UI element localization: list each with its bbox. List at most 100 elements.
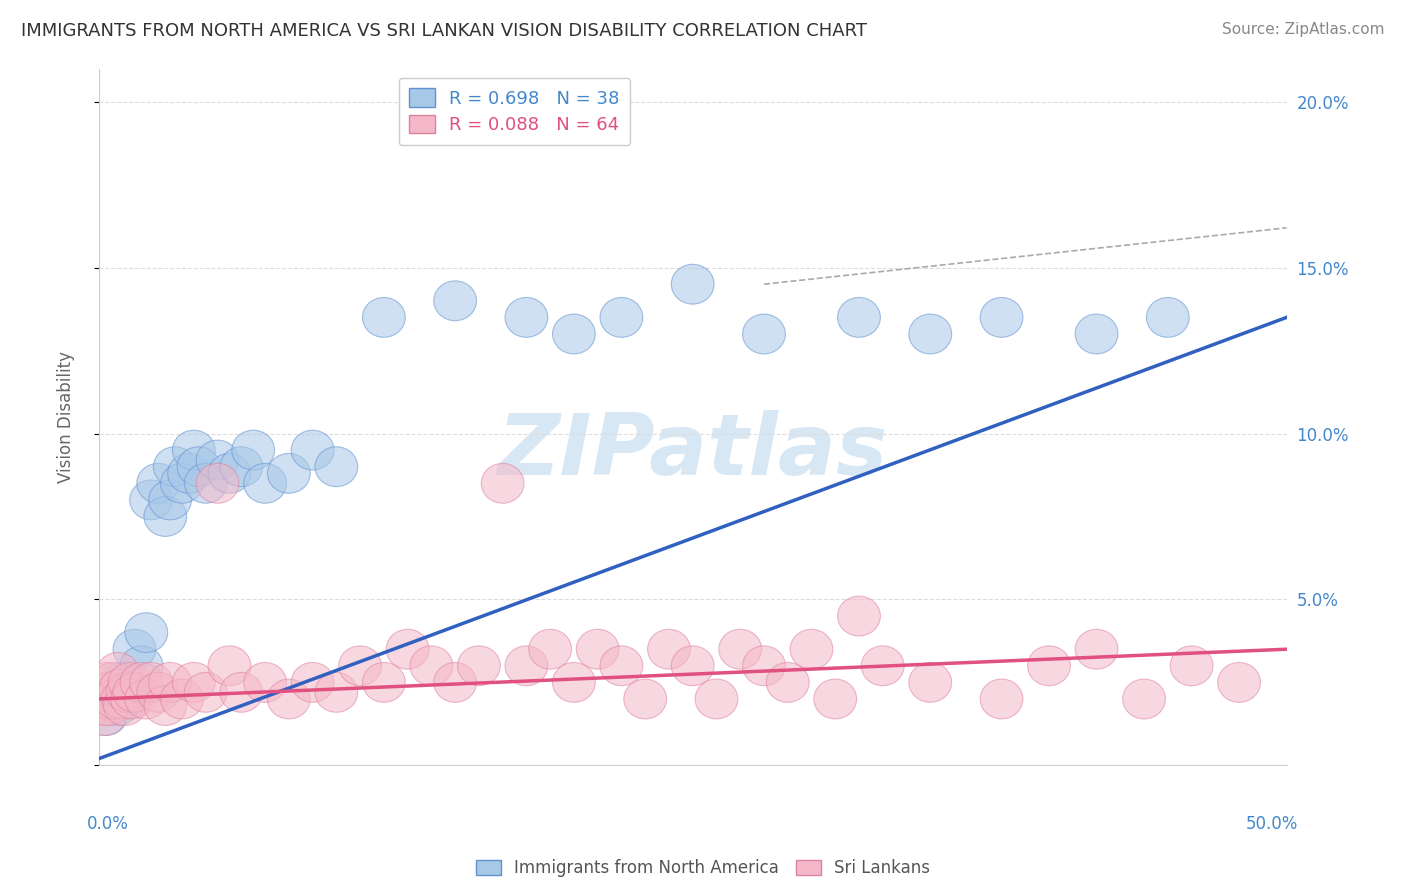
Ellipse shape <box>98 669 142 709</box>
Ellipse shape <box>838 596 880 636</box>
Ellipse shape <box>505 297 548 337</box>
Ellipse shape <box>90 673 132 712</box>
Legend: Immigrants from North America, Sri Lankans: Immigrants from North America, Sri Lanka… <box>470 853 936 884</box>
Ellipse shape <box>980 679 1024 719</box>
Text: 0.0%: 0.0% <box>87 815 129 833</box>
Text: 50.0%: 50.0% <box>1246 815 1299 833</box>
Ellipse shape <box>104 686 146 725</box>
Ellipse shape <box>529 629 571 669</box>
Ellipse shape <box>136 673 180 712</box>
Ellipse shape <box>576 629 619 669</box>
Ellipse shape <box>267 453 311 493</box>
Ellipse shape <box>1170 646 1213 686</box>
Ellipse shape <box>184 673 228 712</box>
Ellipse shape <box>434 663 477 702</box>
Ellipse shape <box>86 679 128 719</box>
Ellipse shape <box>84 663 128 702</box>
Ellipse shape <box>267 679 311 719</box>
Ellipse shape <box>160 463 204 503</box>
Ellipse shape <box>980 297 1024 337</box>
Ellipse shape <box>219 673 263 712</box>
Ellipse shape <box>153 447 197 487</box>
Ellipse shape <box>232 430 274 470</box>
Ellipse shape <box>1076 314 1118 354</box>
Ellipse shape <box>790 629 832 669</box>
Ellipse shape <box>101 663 143 702</box>
Ellipse shape <box>129 663 173 702</box>
Ellipse shape <box>411 646 453 686</box>
Ellipse shape <box>94 679 136 719</box>
Ellipse shape <box>695 679 738 719</box>
Ellipse shape <box>83 696 127 736</box>
Ellipse shape <box>149 663 191 702</box>
Ellipse shape <box>766 663 808 702</box>
Ellipse shape <box>197 440 239 480</box>
Text: ZIPatlas: ZIPatlas <box>498 410 887 493</box>
Ellipse shape <box>105 673 149 712</box>
Ellipse shape <box>908 663 952 702</box>
Ellipse shape <box>80 679 122 719</box>
Ellipse shape <box>671 646 714 686</box>
Ellipse shape <box>177 447 219 487</box>
Ellipse shape <box>208 453 250 493</box>
Ellipse shape <box>82 673 125 712</box>
Ellipse shape <box>315 673 357 712</box>
Ellipse shape <box>160 679 204 719</box>
Ellipse shape <box>457 646 501 686</box>
Ellipse shape <box>1146 297 1189 337</box>
Ellipse shape <box>553 663 595 702</box>
Ellipse shape <box>90 679 132 719</box>
Ellipse shape <box>184 463 228 503</box>
Ellipse shape <box>91 663 135 702</box>
Ellipse shape <box>600 646 643 686</box>
Ellipse shape <box>363 663 405 702</box>
Ellipse shape <box>105 679 149 719</box>
Ellipse shape <box>363 297 405 337</box>
Ellipse shape <box>387 629 429 669</box>
Ellipse shape <box>742 646 786 686</box>
Ellipse shape <box>481 463 524 503</box>
Legend: R = 0.698   N = 38, R = 0.088   N = 64: R = 0.698 N = 38, R = 0.088 N = 64 <box>399 78 630 145</box>
Ellipse shape <box>1028 646 1070 686</box>
Ellipse shape <box>219 447 263 487</box>
Ellipse shape <box>136 463 180 503</box>
Ellipse shape <box>129 480 173 520</box>
Ellipse shape <box>600 297 643 337</box>
Ellipse shape <box>125 613 167 653</box>
Text: IMMIGRANTS FROM NORTH AMERICA VS SRI LANKAN VISION DISABILITY CORRELATION CHART: IMMIGRANTS FROM NORTH AMERICA VS SRI LAN… <box>21 22 868 40</box>
Y-axis label: Vision Disability: Vision Disability <box>58 351 75 483</box>
Ellipse shape <box>624 679 666 719</box>
Ellipse shape <box>291 663 335 702</box>
Ellipse shape <box>291 430 335 470</box>
Ellipse shape <box>814 679 856 719</box>
Ellipse shape <box>243 663 287 702</box>
Ellipse shape <box>143 497 187 536</box>
Ellipse shape <box>243 463 287 503</box>
Ellipse shape <box>97 686 139 725</box>
Ellipse shape <box>173 430 215 470</box>
Ellipse shape <box>101 679 143 719</box>
Ellipse shape <box>742 314 786 354</box>
Ellipse shape <box>143 686 187 725</box>
Ellipse shape <box>1076 629 1118 669</box>
Ellipse shape <box>120 663 163 702</box>
Ellipse shape <box>112 673 156 712</box>
Ellipse shape <box>553 314 595 354</box>
Ellipse shape <box>125 679 167 719</box>
Ellipse shape <box>97 653 139 692</box>
Ellipse shape <box>111 679 153 719</box>
Ellipse shape <box>82 686 124 725</box>
Ellipse shape <box>149 480 191 520</box>
Text: Source: ZipAtlas.com: Source: ZipAtlas.com <box>1222 22 1385 37</box>
Ellipse shape <box>908 314 952 354</box>
Ellipse shape <box>1122 679 1166 719</box>
Ellipse shape <box>315 447 357 487</box>
Ellipse shape <box>838 297 880 337</box>
Ellipse shape <box>1218 663 1260 702</box>
Ellipse shape <box>167 453 211 493</box>
Ellipse shape <box>862 646 904 686</box>
Ellipse shape <box>208 646 250 686</box>
Ellipse shape <box>120 646 163 686</box>
Ellipse shape <box>87 686 129 725</box>
Ellipse shape <box>718 629 762 669</box>
